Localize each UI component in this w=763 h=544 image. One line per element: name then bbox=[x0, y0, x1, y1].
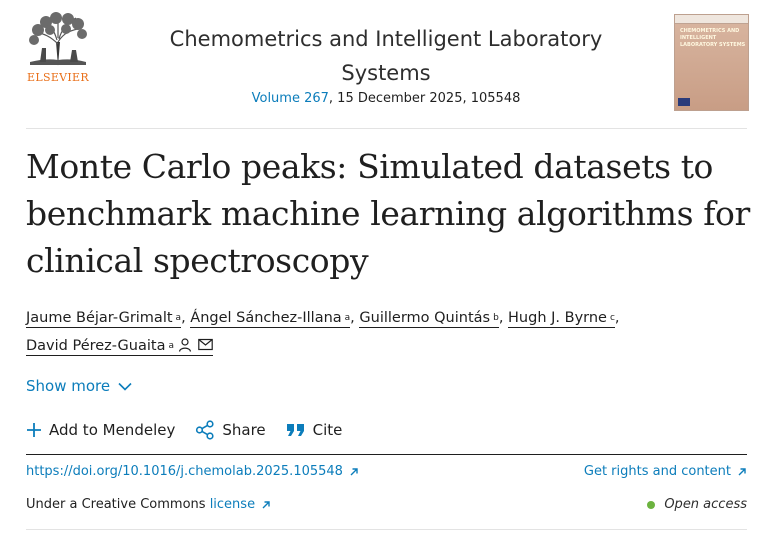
journal-title-link[interactable]: Chemometrics and Intelligent Laboratory … bbox=[169, 27, 603, 85]
chevron-down-icon bbox=[118, 382, 132, 391]
author-link[interactable]: Hugh J. Byrne c bbox=[508, 310, 615, 328]
article-title: Monte Carlo peaks: Simulated datasets to… bbox=[26, 147, 750, 280]
author-separator: , bbox=[350, 310, 355, 326]
affiliation-marker: b bbox=[493, 313, 499, 323]
volume-line: Volume 267, 15 December 2025, 105548 bbox=[136, 91, 636, 106]
person-icon bbox=[178, 338, 192, 352]
open-access-badge: Open access bbox=[647, 497, 747, 512]
journal-header: ELSEVIER Chemometrics and Intelligent La… bbox=[26, 12, 749, 129]
share-icon bbox=[196, 420, 214, 440]
author-name: Guillermo Quintás bbox=[359, 310, 491, 326]
cover-title: CHEMOMETRICS AND INTELLIGENT LABORATORY … bbox=[680, 28, 746, 48]
issue-date-article-number: , 15 December 2025, 105548 bbox=[328, 91, 521, 106]
affiliation-marker: a bbox=[175, 313, 182, 323]
open-access-dot-icon bbox=[647, 500, 656, 509]
journal-cover-image[interactable]: CHEMOMETRICS AND INTELLIGENT LABORATORY … bbox=[674, 14, 749, 111]
cite-button[interactable]: Cite bbox=[286, 421, 343, 439]
license-link[interactable]: license bbox=[210, 497, 271, 512]
add-to-mendeley-button[interactable]: Add to Mendeley bbox=[26, 421, 175, 439]
license-prefix: Under a Creative Commons bbox=[26, 497, 206, 512]
author-name: Hugh J. Byrne bbox=[508, 310, 607, 326]
author-name: David Pérez-Guaita bbox=[26, 338, 166, 354]
doi-link[interactable]: https://doi.org/10.1016/j.chemolab.2025.… bbox=[26, 464, 359, 479]
divider bbox=[26, 454, 747, 455]
envelope-icon bbox=[198, 338, 213, 351]
license-link-label: license bbox=[209, 497, 256, 512]
external-link-icon bbox=[262, 500, 270, 508]
author-separator: , bbox=[614, 310, 620, 326]
add-to-mendeley-label: Add to Mendeley bbox=[49, 421, 176, 439]
elsevier-logo[interactable] bbox=[26, 12, 90, 92]
doi-label: https://doi.org/10.1016/j.chemolab.2025.… bbox=[26, 464, 343, 479]
affiliation-marker: a bbox=[344, 313, 351, 323]
divider bbox=[26, 128, 747, 129]
publisher-name: ELSEVIER bbox=[27, 71, 89, 84]
share-button[interactable]: Share bbox=[195, 420, 266, 440]
plus-icon bbox=[27, 423, 41, 437]
elsevier-tree-icon bbox=[26, 12, 90, 68]
cover-top-strip bbox=[675, 15, 748, 24]
author-list: Jaume Béjar-Grimalt a, Ángel Sánchez-Illa… bbox=[26, 305, 746, 361]
volume-link[interactable]: Volume 267 bbox=[251, 91, 329, 106]
cover-photo bbox=[678, 98, 690, 106]
article-actions: Add to Mendeley Share Cite bbox=[26, 420, 362, 440]
author-link[interactable]: Guillermo Quintás b bbox=[359, 310, 499, 328]
external-link-icon bbox=[350, 467, 358, 475]
author-link[interactable]: Jaume Béjar-Grimalt a bbox=[26, 310, 182, 328]
quote-icon bbox=[286, 424, 304, 436]
open-access-label: Open access bbox=[664, 497, 747, 512]
external-link-icon bbox=[738, 467, 746, 475]
author-separator: , bbox=[498, 310, 504, 326]
license-text: Under a Creative Commons license bbox=[26, 497, 271, 512]
cite-label: Cite bbox=[312, 421, 343, 439]
show-more-label: Show more bbox=[26, 377, 111, 395]
author-name: Jaume Béjar-Grimalt bbox=[26, 310, 173, 326]
share-label: Share bbox=[222, 421, 266, 439]
author-separator: , bbox=[181, 310, 186, 326]
get-rights-link[interactable]: Get rights and content bbox=[584, 464, 747, 479]
affiliation-marker: c bbox=[609, 313, 615, 323]
show-more-button[interactable]: Show more bbox=[26, 377, 132, 395]
get-rights-label: Get rights and content bbox=[583, 464, 731, 479]
divider bbox=[26, 529, 747, 530]
author-link[interactable]: David Pérez-Guaita a bbox=[26, 338, 213, 356]
license-row: Under a Creative Commons license Open ac… bbox=[26, 497, 747, 512]
author-link[interactable]: Ángel Sánchez-Illana a bbox=[190, 310, 351, 328]
affiliation-marker: a bbox=[168, 341, 174, 351]
author-name: Ángel Sánchez-Illana bbox=[190, 310, 342, 326]
doi-row: https://doi.org/10.1016/j.chemolab.2025.… bbox=[26, 464, 747, 479]
author-icons bbox=[178, 338, 213, 352]
